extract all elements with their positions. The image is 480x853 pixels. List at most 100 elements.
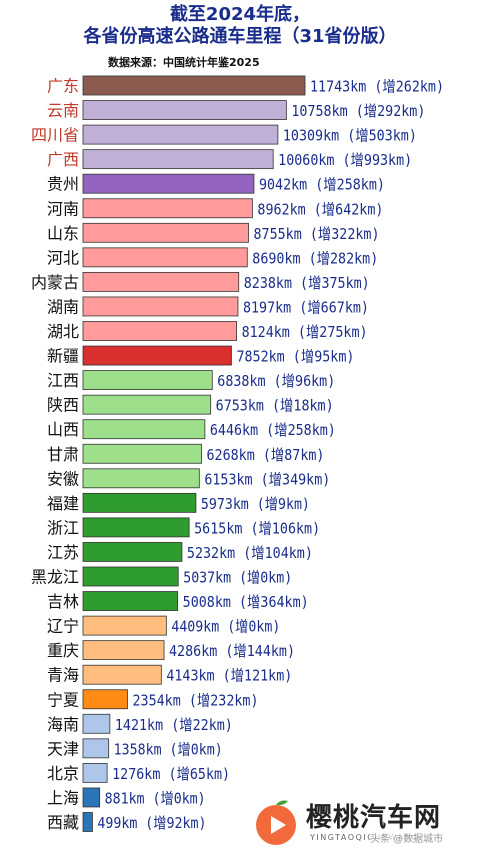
category-label: 宁夏 — [47, 690, 79, 709]
value-label: 1421km (增22km) — [115, 716, 233, 734]
category-label: 湖北 — [47, 322, 79, 341]
value-label: 8755km (增322km) — [254, 225, 380, 243]
cherry-logo-icon — [256, 800, 296, 845]
bar — [82, 345, 232, 366]
category-label: 陕西 — [47, 396, 79, 415]
data-source: 数据来源：中国统计年鉴2025 — [108, 56, 260, 69]
category-label: 上海 — [47, 788, 79, 807]
chart-subtitle: 各省份高速公路通车里程（31省份版） — [83, 26, 397, 47]
category-label: 山东 — [47, 224, 79, 243]
value-label: 4286km (增144km) — [169, 642, 295, 660]
category-label: 福建 — [47, 494, 79, 513]
category-label: 黑龙江 — [31, 568, 79, 587]
value-label: 9042km (增258km) — [259, 176, 385, 194]
value-label: 6838km (增96km) — [217, 372, 335, 390]
value-label: 11743km (增262km) — [310, 78, 444, 96]
category-label: 甘肃 — [47, 445, 79, 464]
bar — [82, 566, 179, 587]
category-label: 重庆 — [47, 641, 79, 660]
bar — [82, 640, 165, 661]
value-label: 10309km (增503km) — [283, 127, 417, 145]
bar — [82, 664, 162, 685]
value-label: 5037km (增0km) — [183, 569, 292, 587]
category-label: 江西 — [47, 371, 79, 390]
value-label: 5232km (增104km) — [187, 544, 313, 562]
value-label: 5615km (增106km) — [194, 519, 320, 537]
bar — [82, 763, 108, 783]
category-label: 内蒙古 — [31, 273, 79, 292]
value-label: 8690km (增282km) — [252, 249, 378, 267]
value-label: 4409km (增0km) — [171, 618, 280, 636]
bar — [82, 321, 237, 341]
value-label: 10758km (增292km) — [291, 102, 425, 120]
bar — [82, 124, 279, 145]
bar — [82, 198, 253, 219]
value-label: 6268km (增87km) — [206, 446, 324, 464]
value-label: 1358km (增0km) — [114, 740, 223, 758]
watermark-text: 樱桃汽车网 — [306, 803, 442, 833]
value-label: 2354km (增232km) — [133, 691, 259, 709]
value-label: 7852km (增95km) — [236, 348, 354, 366]
bar — [82, 443, 202, 464]
category-label: 山西 — [47, 420, 79, 439]
bar — [82, 149, 274, 170]
bar — [82, 713, 111, 734]
category-label: 新疆 — [47, 347, 79, 366]
category-label: 安徽 — [47, 469, 79, 488]
bar — [82, 812, 93, 832]
category-label: 天津 — [47, 739, 79, 758]
value-label: 5008km (增364km) — [183, 593, 309, 611]
value-label: 8238km (增375km) — [244, 274, 370, 292]
category-label: 吉林 — [47, 592, 79, 611]
bar — [82, 542, 183, 562]
value-label: 8197km (增667km) — [243, 298, 369, 316]
bar — [82, 419, 206, 440]
category-label: 河北 — [47, 248, 79, 267]
bar — [82, 370, 213, 391]
category-label: 云南 — [47, 101, 79, 120]
bar — [82, 222, 249, 243]
category-label: 湖南 — [47, 297, 79, 316]
bar — [82, 591, 179, 611]
category-label: 北京 — [47, 764, 79, 783]
category-label: 辽宁 — [47, 617, 79, 636]
value-label: 881km (增0km) — [105, 789, 206, 807]
value-label: 499km (增92km) — [97, 814, 206, 832]
chart-title: 截至2024年底， — [169, 4, 311, 25]
bar — [82, 517, 190, 538]
bar — [82, 787, 101, 808]
category-label: 海南 — [47, 715, 79, 734]
value-label: 8124km (增275km) — [242, 323, 368, 341]
value-label: 6153km (增349km) — [204, 470, 330, 488]
category-label: 西藏 — [47, 813, 79, 832]
watermark-subtext: YINGTAOQICHEWANG — [310, 833, 420, 842]
bar — [82, 271, 240, 292]
category-label: 广西 — [47, 150, 79, 169]
value-label: 4143km (增121km) — [166, 667, 292, 685]
category-label: 河南 — [47, 199, 79, 218]
category-label: 江苏 — [47, 543, 79, 562]
bar — [82, 75, 306, 96]
value-label: 5973km (增9km) — [201, 495, 310, 513]
bar — [82, 738, 110, 759]
bar — [82, 394, 212, 415]
value-label: 10060km (增993km) — [278, 151, 412, 169]
category-label: 浙江 — [47, 518, 79, 537]
value-label: 1276km (增65km) — [112, 765, 230, 783]
watermark: 樱桃汽车网 YINGTAOQICHEWANG 头条 @数据城市 — [250, 797, 470, 849]
bar — [82, 468, 200, 489]
bar — [82, 247, 248, 268]
value-label: 6753km (增18km) — [216, 397, 334, 415]
category-label: 广东 — [47, 77, 79, 96]
value-label: 8962km (增642km) — [257, 200, 383, 218]
category-label: 四川省 — [31, 126, 79, 145]
category-label: 贵州 — [47, 175, 79, 194]
bar — [82, 492, 197, 513]
bar — [82, 100, 287, 120]
bar — [82, 296, 239, 317]
watermark-tag: 头条 @数据城市 — [370, 830, 444, 845]
bar — [82, 615, 167, 636]
bar — [82, 173, 255, 194]
value-label: 6446km (增258km) — [210, 421, 336, 439]
